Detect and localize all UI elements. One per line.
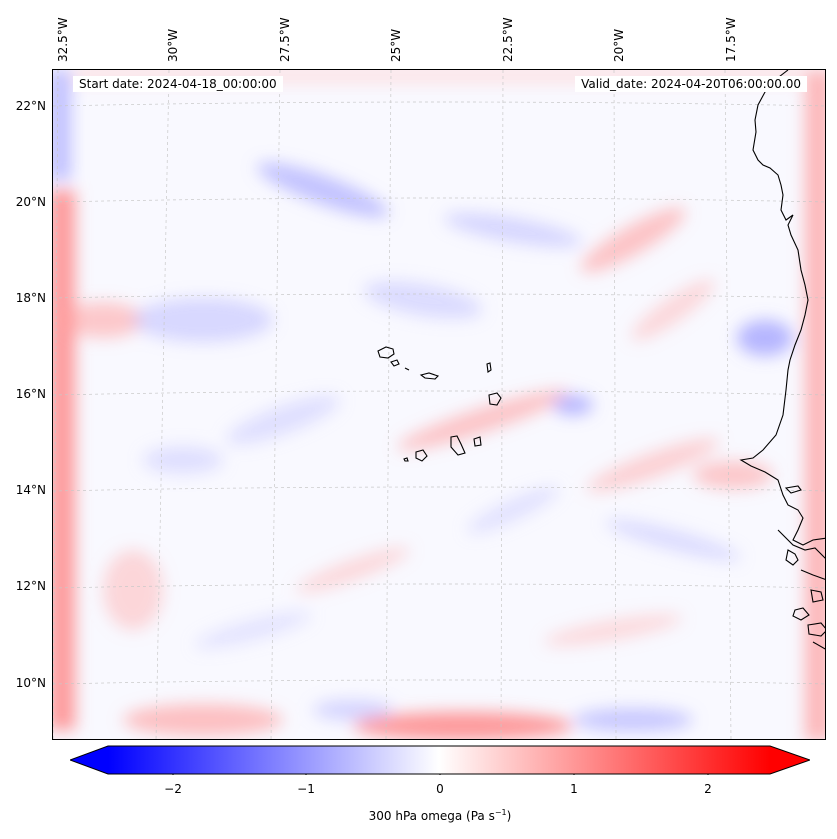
parallel-10n <box>53 679 825 685</box>
field-streak-positive-4 <box>397 389 569 451</box>
lon-label-25w: 25°W <box>389 28 403 62</box>
island-sao-nicolau <box>419 372 440 380</box>
meridian-25w <box>385 70 392 739</box>
meridian-22-5w <box>500 70 504 739</box>
field-south-positive-2 <box>123 704 283 736</box>
colorbar-label-exponent: −1 <box>494 808 507 817</box>
field-streak-negative-8 <box>143 446 223 474</box>
field-streak-positive-1 <box>580 207 686 273</box>
cb-tick-0: 0 <box>436 782 444 796</box>
field-south-negative-2 <box>313 700 393 720</box>
coast-guinea-bissau <box>777 529 825 559</box>
lon-label-20w: 20°W <box>612 28 626 62</box>
meridian-17-5w <box>724 70 732 739</box>
cb-tick-neg2: −2 <box>164 782 182 796</box>
meridian-27-5w <box>270 70 281 739</box>
field-streak-negative-6 <box>553 395 593 415</box>
lon-label-22-5w: 22.5°W <box>501 17 515 62</box>
coast-bissagos-2 <box>800 569 825 580</box>
parallel-14n <box>53 486 825 492</box>
field-streak-negative-4 <box>363 281 483 319</box>
coast-bissagos-4 <box>792 607 810 621</box>
cb-tick-1: 1 <box>570 782 578 796</box>
field-streak-positive-6 <box>693 461 773 489</box>
colorbar-extend-high <box>770 746 810 774</box>
lat-label-10n: 10°N <box>15 676 46 690</box>
field-streak-negative-1 <box>257 162 389 218</box>
colorbar-label-close: ) <box>506 809 512 823</box>
meridian-32-5w <box>53 70 59 739</box>
field-east-edge-positive <box>805 70 825 739</box>
island-brava <box>403 457 409 462</box>
coast-mauritania-senegal <box>739 70 825 546</box>
african-coastline <box>739 70 825 650</box>
lon-label-30w: 30°W <box>166 28 180 62</box>
field-south-negative-1 <box>573 708 693 732</box>
colorbar-label-text: 300 hPa omega (Pa s <box>368 809 495 823</box>
field-streak-negative-5 <box>737 320 793 356</box>
meridian-30w <box>155 70 170 739</box>
parallel-12n <box>53 583 825 589</box>
island-santa-luzia <box>404 367 410 371</box>
field-streak-positive-7 <box>296 547 410 593</box>
field-west-edge-negative <box>53 70 71 180</box>
field-streak-negative-7 <box>226 395 340 445</box>
island-sao-vicente <box>390 359 400 367</box>
parallel-18n <box>53 293 825 299</box>
field-streak-positive-3 <box>631 279 715 341</box>
colorbar-outline <box>70 745 810 775</box>
island-santiago <box>450 435 466 456</box>
colorbar <box>70 745 810 775</box>
start-date-label: Start date: 2024-04-18_00:00:00 <box>73 76 283 92</box>
island-fogo <box>415 449 428 462</box>
map-panel[interactable] <box>52 69 826 740</box>
colorbar-gradient <box>108 746 770 774</box>
cb-tick-2: 2 <box>704 782 712 796</box>
island-sal <box>486 362 492 373</box>
field-streak-positive-5 <box>587 438 719 492</box>
coast-bissagos-1 <box>785 549 799 566</box>
field-streak-positive-2 <box>63 302 143 338</box>
colorbar-ticks <box>172 774 709 775</box>
lat-label-14n: 14°N <box>15 483 46 497</box>
valid-date-label: Valid_date: 2024-04-20T06:00:00.00 <box>575 76 807 92</box>
lat-label-20n: 20°N <box>15 195 46 209</box>
field-streak-negative-2 <box>444 213 582 247</box>
field-streak-negative-10 <box>605 519 741 561</box>
lat-label-16n: 16°N <box>15 387 46 401</box>
coast-guinea <box>812 641 825 650</box>
lat-label-18n: 18°N <box>15 291 46 305</box>
field-streak-negative-3 <box>133 298 273 342</box>
field-streak-positive-8 <box>544 614 682 646</box>
lon-label-17-5w: 17.5°W <box>724 17 738 62</box>
island-boa-vista <box>488 392 502 406</box>
lon-label-32-5w: 32.5°W <box>56 17 70 62</box>
colorbar-label: 300 hPa omega (Pa s−1) <box>0 808 837 823</box>
coast-bissagos-5 <box>807 622 825 637</box>
omega-field-map <box>53 70 825 739</box>
coast-gambia-estuary <box>784 485 802 494</box>
field-streak-positive-9 <box>103 550 163 630</box>
parallel-16n <box>53 390 825 396</box>
lat-label-22n: 22°N <box>15 99 46 113</box>
field-streak-negative-9 <box>467 487 559 533</box>
island-santo-antao <box>377 346 395 359</box>
field-south-positive-1 <box>353 712 573 739</box>
island-maio <box>473 436 482 447</box>
parallel-20n <box>53 197 825 203</box>
lon-label-27-5w: 27.5°W <box>278 17 292 62</box>
field-west-edge-positive <box>53 190 75 730</box>
cape-verde-islands <box>377 346 502 462</box>
lat-label-12n: 12°N <box>15 579 46 593</box>
map-background <box>53 70 825 739</box>
meridian-20w <box>613 70 617 739</box>
field-streak-negative-11 <box>194 611 312 649</box>
graticule <box>53 70 825 739</box>
cb-tick-neg1: −1 <box>297 782 315 796</box>
colorbar-extend-low <box>70 746 108 774</box>
parallel-22n <box>53 101 825 107</box>
coast-bissagos-3 <box>810 589 824 603</box>
